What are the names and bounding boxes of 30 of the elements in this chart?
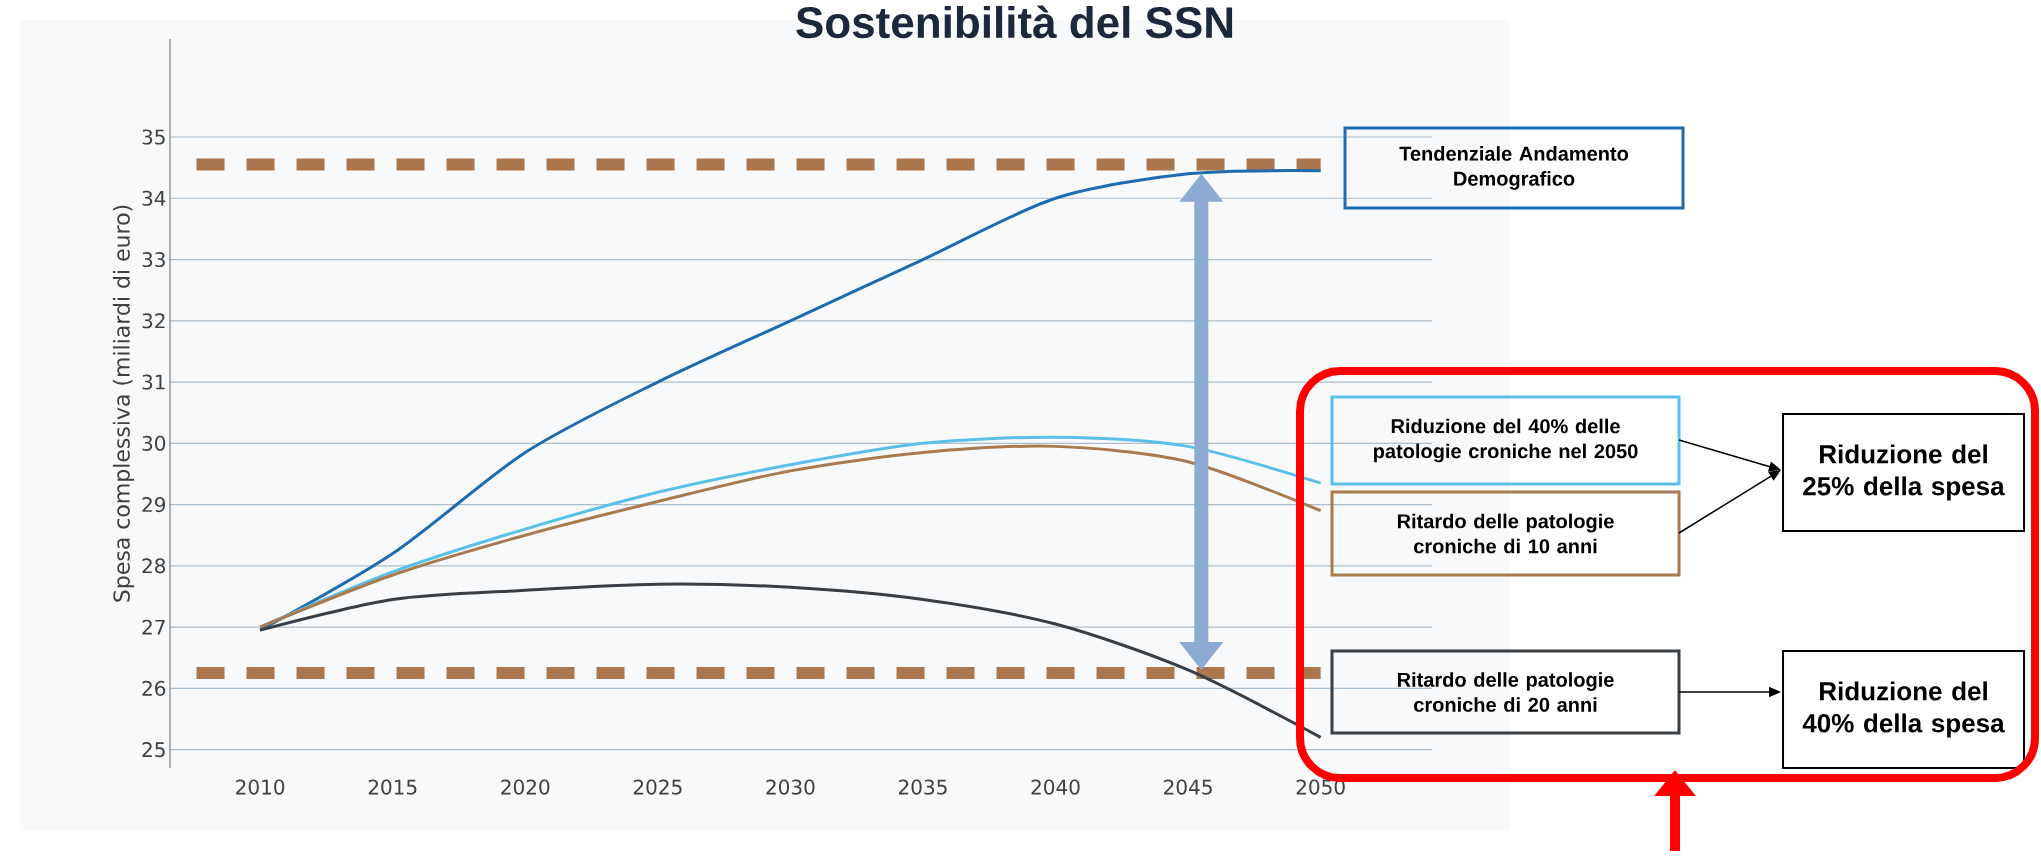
y-tick-label: 31 [142, 374, 165, 390]
y-tick-label: 27 [142, 619, 165, 635]
x-tick-label: 2050 [1296, 779, 1345, 795]
y-tick-label: 35 [142, 129, 165, 145]
text: Ritardo delle patologie croniche di 10 anni [1397, 513, 1614, 554]
y-tick-label: 28 [142, 558, 166, 574]
text: Riduzione del 40% delle patologie croniche nel 2050 [1374, 418, 1638, 463]
text: Riduzione del 40% della spesa [1802, 681, 2005, 738]
y-tick-label: 26 [142, 680, 166, 696]
y-tick-label: 25 [142, 742, 165, 758]
y-tick-label: 32 [142, 313, 165, 329]
x-tick-label: 2030 [766, 779, 815, 795]
x-tick-label: 2045 [1164, 779, 1212, 795]
line-series [258, 169, 1323, 632]
x-tick-label: 2025 [633, 779, 682, 795]
chart-title: Sostenibilità del SSN [796, 5, 1233, 39]
y-tick-label: 33 [142, 251, 165, 268]
x-tick-label: 2035 [898, 779, 947, 795]
line-series [258, 582, 1323, 739]
x-tick-label: 2020 [501, 779, 550, 795]
text: Tendenziale Andamento Demografico [1399, 146, 1629, 190]
text: Riduzione del 25% della spesa [1803, 444, 2005, 501]
y-axis-title: Spesa complessiva (miliardi di euro) [112, 205, 135, 602]
text: Ritardo delle patologie croniche di 20 anni [1397, 672, 1614, 712]
x-tick-label: 2010 [236, 779, 285, 795]
y-tick-label: 30 [142, 435, 166, 451]
x-tick-label: 2040 [1031, 779, 1080, 795]
y-tick-label: 29 [142, 497, 166, 513]
x-tick-label: 2015 [368, 779, 417, 795]
y-tick-label: 34 [142, 190, 166, 206]
